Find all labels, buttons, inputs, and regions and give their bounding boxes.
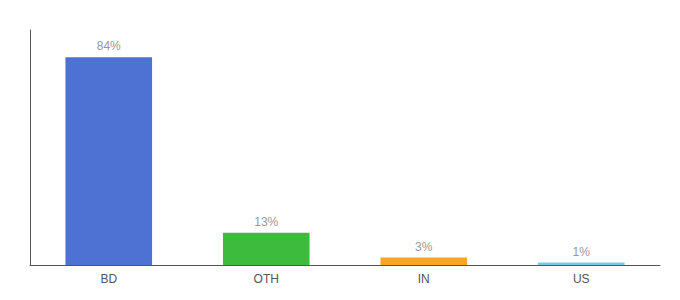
svg-text:BD: BD	[100, 272, 117, 286]
svg-text:3%: 3%	[415, 240, 433, 254]
svg-text:IN: IN	[418, 272, 430, 286]
svg-text:84%: 84%	[97, 39, 121, 53]
svg-text:OTH: OTH	[254, 272, 279, 286]
svg-text:US: US	[573, 272, 590, 286]
svg-text:1%: 1%	[573, 245, 591, 259]
svg-text:13%: 13%	[254, 215, 278, 229]
